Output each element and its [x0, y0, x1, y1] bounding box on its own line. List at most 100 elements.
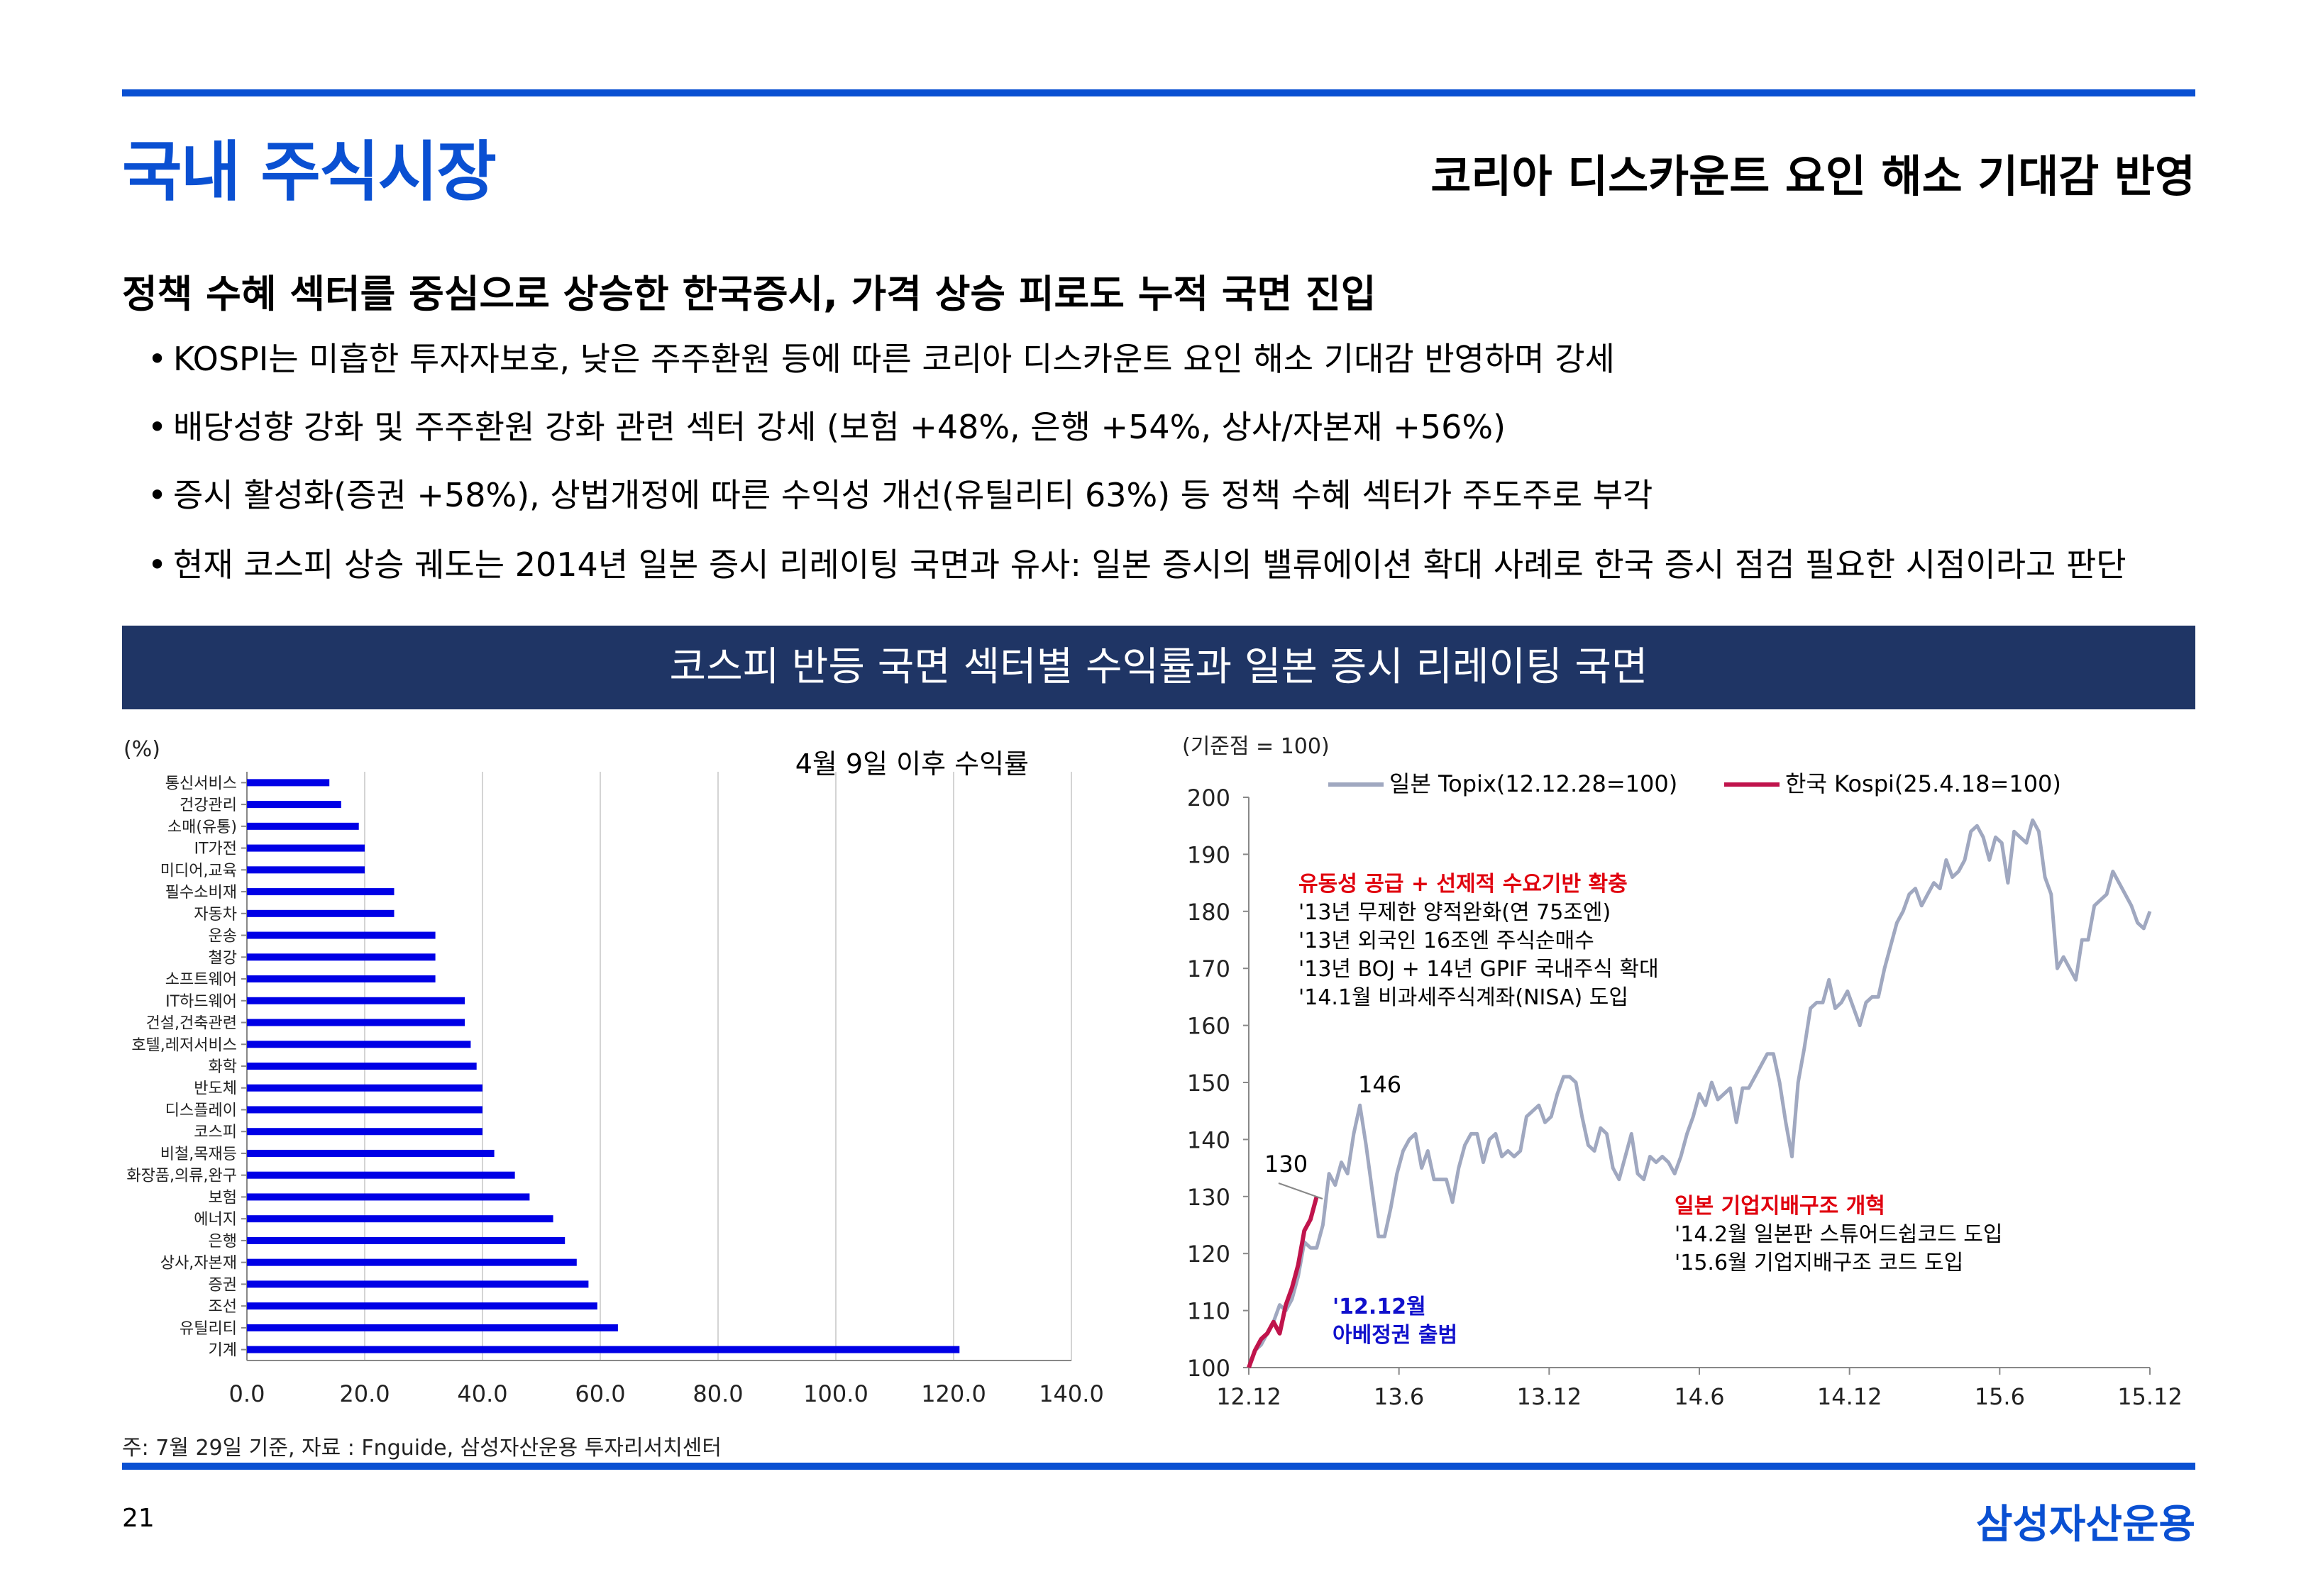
bar: [247, 822, 359, 830]
series-line: [1247, 818, 2152, 1368]
bar: [247, 866, 365, 874]
page-subtitle: 코리아 디스카운트 요인 해소 기대감 반영: [1430, 150, 2195, 202]
bar: [247, 1258, 577, 1266]
x-tick-label: 13.6: [1374, 1383, 1424, 1410]
bar: [247, 1236, 566, 1244]
legend-label: 한국 Kospi(25.4.18=100): [1785, 770, 2061, 797]
x-tick-label: 40.0: [457, 1380, 507, 1407]
category-label: 운송: [209, 928, 237, 946]
bar: [247, 1019, 465, 1026]
bullet-item: • KOSPI는 미흡한 투자자보호, 낮은 주주환원 등에 따른 코리아 디스카…: [148, 333, 1615, 380]
category-label: 건강관리: [180, 797, 237, 814]
category-label: IT가전: [194, 841, 237, 858]
chart-banner: 코스피 반등 국면 섹터별 수익률과 일본 증시 리레이팅 국면: [122, 626, 2195, 709]
x-tick-label: 140.0: [1039, 1380, 1104, 1407]
category-label: 은행: [209, 1233, 237, 1251]
bullet-text: KOSPI는 미흡한 투자자보호, 낮은 주주환원 등에 따른 코리아 디스카운…: [173, 340, 1615, 378]
annotation-text: '15.6월 기업지배구조 코드 도입: [1675, 1251, 1963, 1275]
category-label: 화장품,의류,완구: [126, 1168, 237, 1185]
top-rule: [122, 89, 2195, 96]
bar: [247, 1171, 515, 1179]
annotation-leader: [1278, 1182, 1323, 1199]
source-note: 주: 7월 29일 기준, 자료 : Fnguide, 삼성자산운용 투자리서치…: [122, 1436, 722, 1461]
category-label: 미디어,교육: [160, 862, 237, 880]
bar: [247, 844, 365, 852]
bullet-dot-icon: •: [148, 408, 167, 446]
bar: [247, 909, 395, 917]
chart-title: 4월 9일 이후 수익률: [795, 748, 1029, 780]
x-tick-label: 20.0: [339, 1380, 390, 1407]
sector-return-bar-chart: 0.0 20.0 40.0 60.0 80.0 100.0 120.0 140.0 통신서비스건…: [123, 737, 1104, 1407]
category-label: 자동차: [194, 906, 237, 924]
x-tick-label: 14.12: [1817, 1383, 1882, 1410]
category-label: 반도체: [194, 1080, 237, 1098]
bar: [247, 931, 436, 939]
bar: [247, 779, 330, 787]
bar: [247, 1149, 495, 1157]
company-logo: 삼성자산운용: [1975, 1502, 2195, 1548]
bottom-rule: [122, 1463, 2195, 1470]
x-tick-label: 13.12: [1517, 1383, 1582, 1410]
category-label: 필수소비재: [165, 884, 237, 902]
category-label: 화학: [209, 1058, 237, 1076]
bar: [247, 1041, 471, 1048]
category-label: 호텔,레저서비스: [131, 1036, 237, 1054]
category-label: 보험: [209, 1189, 237, 1207]
annotation-text: '13년 무제한 양적완화(연 75조엔): [1298, 900, 1611, 925]
category-label: 코스피: [194, 1124, 237, 1141]
x-tick-label: 0.0: [229, 1380, 265, 1407]
annotation-text: '13년 BOJ + 14년 GPIF 국내주식 확대: [1298, 957, 1659, 982]
annotation-text: '12.12월: [1333, 1295, 1426, 1319]
annotation-text: 유동성 공급 + 선제적 수요기반 확충: [1298, 872, 1628, 897]
bullet-item: • 배당성향 강화 및 주주환원 강화 관련 섹터 강세 (보험 +48%, 은행…: [148, 401, 1506, 448]
bullet-text: 배당성향 강화 및 주주환원 강화 관련 섹터 강세 (보험 +48%, 은행 …: [173, 408, 1506, 446]
category-label: 에너지: [194, 1211, 237, 1229]
y-tick-label: 100: [1187, 1355, 1230, 1382]
x-tick-label: 15.12: [2117, 1383, 2183, 1410]
category-label: 조선: [209, 1298, 237, 1316]
topix-kospi-line-chart: (기준점 = 100) 100 110 120 130 140 150 160 170 180 19…: [1182, 734, 2183, 1410]
y-tick-label: 200: [1187, 785, 1230, 811]
category-label: 철강: [209, 949, 237, 967]
x-tick-label: 60.0: [575, 1380, 625, 1407]
bar: [247, 1063, 477, 1070]
category-label: 기계: [209, 1342, 237, 1360]
x-tick-label: 15.6: [1975, 1383, 2025, 1410]
category-label: 상사,자본재: [160, 1255, 237, 1273]
annotation-text: 일본 기업지배구조 개혁: [1675, 1194, 1885, 1219]
page-number: 21: [122, 1504, 155, 1533]
bullet-item: • 현재 코스피 상승 궤도는 2014년 일본 증시 리레이팅 국면과 유사: …: [148, 539, 2126, 586]
x-tick-label: 100.0: [803, 1380, 868, 1407]
bar: [247, 1346, 960, 1353]
category-label: 소매(유통): [167, 819, 237, 836]
bar: [247, 997, 465, 1004]
bullet-dot-icon: •: [148, 545, 167, 584]
bullet-dot-icon: •: [148, 340, 167, 378]
bullet-dot-icon: •: [148, 476, 167, 514]
category-label: 통신서비스: [165, 775, 237, 792]
annotation-value-146: 146: [1358, 1071, 1401, 1098]
bar: [247, 1193, 530, 1201]
bar: [247, 888, 395, 896]
category-label: IT하드웨어: [165, 993, 237, 1011]
bar: [247, 1302, 597, 1310]
annotation-text: '13년 외국인 16조엔 주식순매수: [1298, 929, 1594, 953]
category-label: 건설,건축관련: [146, 1015, 237, 1033]
y-tick-label: 160: [1187, 1013, 1230, 1040]
unit-label: (기준점 = 100): [1182, 734, 1330, 759]
bar: [247, 1106, 482, 1114]
x-tick-label: 12.12: [1216, 1383, 1281, 1410]
annotation-value-130: 130: [1264, 1151, 1308, 1177]
legend-label: 일본 Topix(12.12.28=100): [1389, 770, 1677, 797]
y-tick-label: 190: [1187, 841, 1230, 868]
annotation-text: '14.1월 비과세주식계좌(NISA) 도입: [1298, 985, 1628, 1010]
bullet-text: 현재 코스피 상승 궤도는 2014년 일본 증시 리레이팅 국면과 유사: 일…: [173, 545, 2126, 584]
bar: [247, 953, 436, 961]
category-label: 소프트웨어: [165, 971, 237, 989]
bullet-item: • 증시 활성화(증권 +58%), 상법개정에 따른 수익성 개선(유틸리티 6…: [148, 470, 1653, 516]
bar: [247, 1128, 482, 1136]
y-tick-label: 180: [1187, 899, 1230, 926]
series-line: [1247, 1196, 1319, 1369]
category-label: 유틸리티: [180, 1320, 237, 1338]
y-tick-label: 150: [1187, 1070, 1230, 1097]
